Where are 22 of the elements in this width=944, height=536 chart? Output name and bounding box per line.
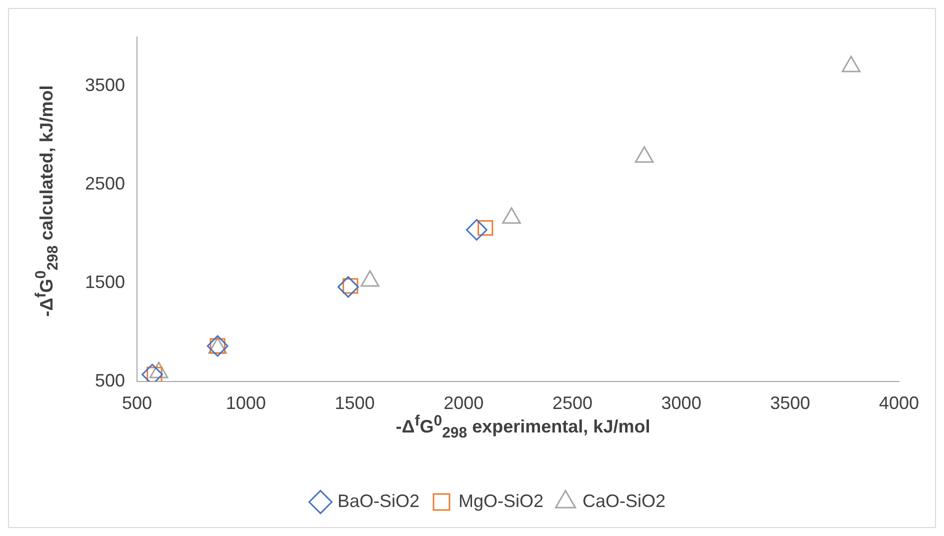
point [502, 207, 521, 224]
legend-label: BaO-SiO2 [337, 490, 420, 511]
x-tick-label: 3500 [770, 393, 810, 414]
x-tick-label: 2500 [552, 393, 592, 414]
point [478, 220, 494, 236]
point [842, 56, 861, 72]
x-axis-title: -Δ$^{f}$G$^{0}$$_{298}$ experimental, kJ/mol [396, 412, 650, 442]
y-tick-label: 1500 [84, 272, 126, 292]
y-tick-label: 3500 [84, 75, 126, 96]
x-tick-label: 1000 [226, 393, 266, 414]
x-tick-label: 1500 [334, 393, 375, 414]
point [466, 219, 488, 241]
x-tick-label: 3000 [661, 393, 702, 414]
point [634, 146, 654, 163]
x-tick-label: 4000 [878, 393, 920, 414]
y-tick-label: 500 [94, 370, 126, 390]
point [337, 276, 359, 298]
x-tick-label: 500 [122, 393, 152, 414]
legend-label: MgO-SiO2 [458, 490, 544, 511]
x-tick-label: 2000 [444, 393, 484, 414]
y-tick-label: 2500 [84, 174, 126, 194]
legend-label: CaO-SiO2 [582, 490, 666, 511]
